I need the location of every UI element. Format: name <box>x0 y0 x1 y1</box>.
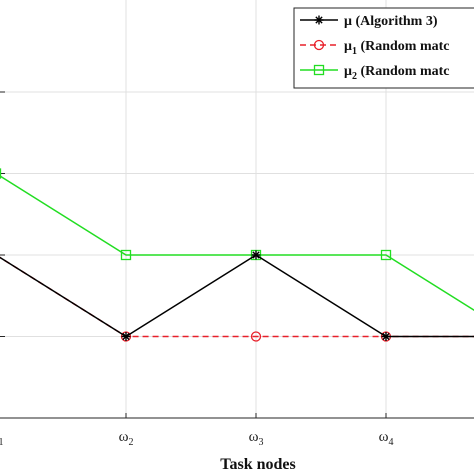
point-marker <box>0 168 2 179</box>
legend-label: μ (Algorithm 3) <box>344 14 438 29</box>
series-line <box>0 254 474 338</box>
x-tick-label: ω4 <box>379 429 394 448</box>
x-tick-label: ω1 <box>0 429 3 448</box>
point-marker <box>120 249 132 261</box>
series-2 <box>0 256 474 342</box>
point-marker <box>380 249 392 261</box>
point-marker <box>381 332 391 341</box>
series-1 <box>0 250 474 341</box>
legend-entry: μ (Algorithm 3) <box>300 14 438 29</box>
legend-label: μ2 (Random matc <box>344 64 449 82</box>
legend: μ (Algorithm 3) μ1 (Random matc μ2 (Random… <box>293 7 474 89</box>
point-marker <box>314 15 324 25</box>
x-tick-label: ω2 <box>119 429 134 448</box>
point-marker <box>313 39 325 51</box>
legend-entry: μ2 (Random matc <box>300 64 449 82</box>
legend-entry: μ1 (Random matc <box>300 39 449 57</box>
x-tick-labels: ω1ω2ω3ω4ω5 <box>0 429 394 448</box>
point-marker <box>251 250 261 260</box>
point-marker <box>121 332 131 341</box>
x-axis-title: Task nodes <box>220 456 295 473</box>
point-marker <box>313 64 325 76</box>
point-marker <box>250 331 262 342</box>
x-tick-label: ω3 <box>249 429 264 448</box>
legend-label: μ1 (Random matc <box>344 39 449 57</box>
series-layer <box>0 168 474 342</box>
